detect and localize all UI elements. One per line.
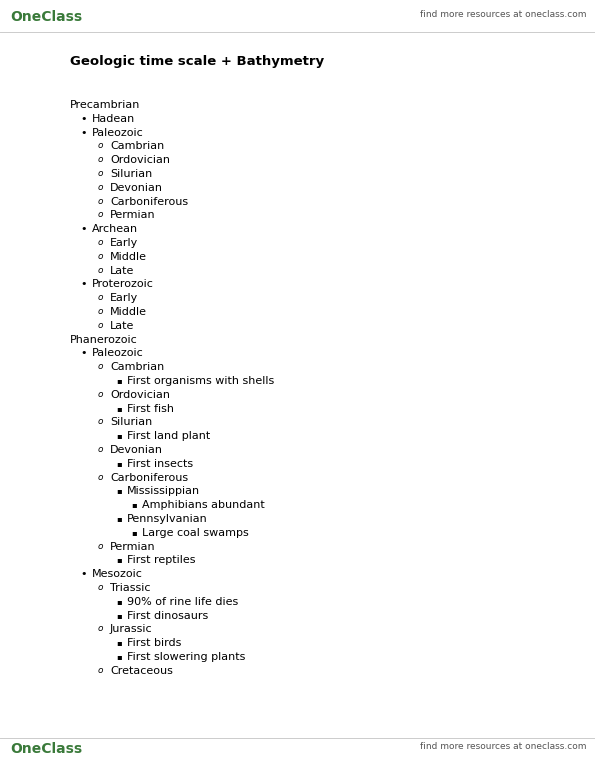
Text: Silurian: Silurian (110, 417, 152, 427)
Text: o: o (98, 307, 104, 316)
Text: Ordovician: Ordovician (110, 390, 170, 400)
Text: ▪: ▪ (131, 500, 137, 509)
Text: o: o (98, 142, 104, 150)
Text: o: o (98, 238, 104, 247)
Text: Amphibians abundant: Amphibians abundant (142, 500, 265, 511)
Text: •: • (80, 128, 86, 138)
Text: Silurian: Silurian (110, 169, 152, 179)
Text: First insects: First insects (127, 459, 193, 469)
Text: Pennsylvanian: Pennsylvanian (127, 514, 208, 524)
Text: First reptiles: First reptiles (127, 555, 196, 565)
Text: Carboniferous: Carboniferous (110, 473, 188, 483)
Text: ▪: ▪ (116, 652, 121, 661)
Text: •: • (80, 224, 86, 234)
Text: Paleozoic: Paleozoic (92, 348, 144, 358)
Text: o: o (98, 390, 104, 399)
Text: Mississippian: Mississippian (127, 487, 200, 497)
Text: Permian: Permian (110, 210, 156, 220)
Text: Jurassic: Jurassic (110, 624, 153, 634)
Text: Cretaceous: Cretaceous (110, 666, 173, 676)
Text: o: o (98, 417, 104, 427)
Text: ▪: ▪ (116, 431, 121, 440)
Text: o: o (98, 624, 104, 634)
Text: First organisms with shells: First organisms with shells (127, 376, 274, 386)
Text: ▪: ▪ (116, 638, 121, 648)
Text: Middle: Middle (110, 252, 147, 262)
Text: ▪: ▪ (116, 487, 121, 495)
Text: Cambrian: Cambrian (110, 142, 164, 152)
Text: ▪: ▪ (116, 459, 121, 468)
Text: Early: Early (110, 238, 138, 248)
Text: •: • (80, 280, 86, 290)
Text: First fish: First fish (127, 403, 174, 413)
Text: o: o (98, 156, 104, 164)
Text: Devonian: Devonian (110, 445, 163, 455)
Text: Paleozoic: Paleozoic (92, 128, 144, 138)
Text: o: o (98, 252, 104, 261)
Text: find more resources at oneclass.com: find more resources at oneclass.com (421, 742, 587, 751)
Text: Hadean: Hadean (92, 114, 135, 124)
Text: o: o (98, 169, 104, 178)
Text: Early: Early (110, 293, 138, 303)
Text: •: • (80, 348, 86, 358)
Text: Carboniferous: Carboniferous (110, 196, 188, 206)
Text: o: o (98, 583, 104, 592)
Text: ▪: ▪ (116, 597, 121, 606)
Text: ▪: ▪ (116, 403, 121, 413)
Text: Archean: Archean (92, 224, 138, 234)
Text: Large coal swamps: Large coal swamps (142, 527, 249, 537)
Text: •: • (80, 569, 86, 579)
Text: Devonian: Devonian (110, 182, 163, 192)
Text: o: o (98, 473, 104, 481)
Text: Phanerozoic: Phanerozoic (70, 335, 138, 345)
Text: Late: Late (110, 321, 134, 331)
Text: First birds: First birds (127, 638, 181, 648)
Text: OneClass: OneClass (10, 10, 82, 24)
Text: o: o (98, 541, 104, 551)
Text: First slowering plants: First slowering plants (127, 652, 245, 662)
Text: Permian: Permian (110, 541, 156, 551)
Text: find more resources at oneclass.com: find more resources at oneclass.com (421, 10, 587, 19)
Text: •: • (80, 114, 86, 124)
Text: o: o (98, 182, 104, 192)
Text: o: o (98, 362, 104, 371)
Text: Middle: Middle (110, 307, 147, 317)
Text: Geologic time scale + Bathymetry: Geologic time scale + Bathymetry (70, 55, 324, 68)
Text: Late: Late (110, 266, 134, 276)
Text: Proterozoic: Proterozoic (92, 280, 154, 290)
Text: o: o (98, 666, 104, 675)
Text: ▪: ▪ (116, 611, 121, 620)
Text: o: o (98, 210, 104, 219)
Text: o: o (98, 445, 104, 454)
Text: ▪: ▪ (116, 555, 121, 564)
Text: ▪: ▪ (116, 514, 121, 523)
Text: 90% of rine life dies: 90% of rine life dies (127, 597, 238, 607)
Text: First land plant: First land plant (127, 431, 210, 441)
Text: Cambrian: Cambrian (110, 362, 164, 372)
Text: Precambrian: Precambrian (70, 100, 140, 110)
Text: OneClass: OneClass (10, 742, 82, 756)
Text: ▪: ▪ (131, 527, 137, 537)
Text: o: o (98, 266, 104, 275)
Text: ▪: ▪ (116, 376, 121, 385)
Text: First dinosaurs: First dinosaurs (127, 611, 208, 621)
Text: o: o (98, 321, 104, 330)
Text: Mesozoic: Mesozoic (92, 569, 143, 579)
Text: o: o (98, 293, 104, 302)
Text: Ordovician: Ordovician (110, 156, 170, 166)
Text: Triassic: Triassic (110, 583, 151, 593)
Text: o: o (98, 196, 104, 206)
